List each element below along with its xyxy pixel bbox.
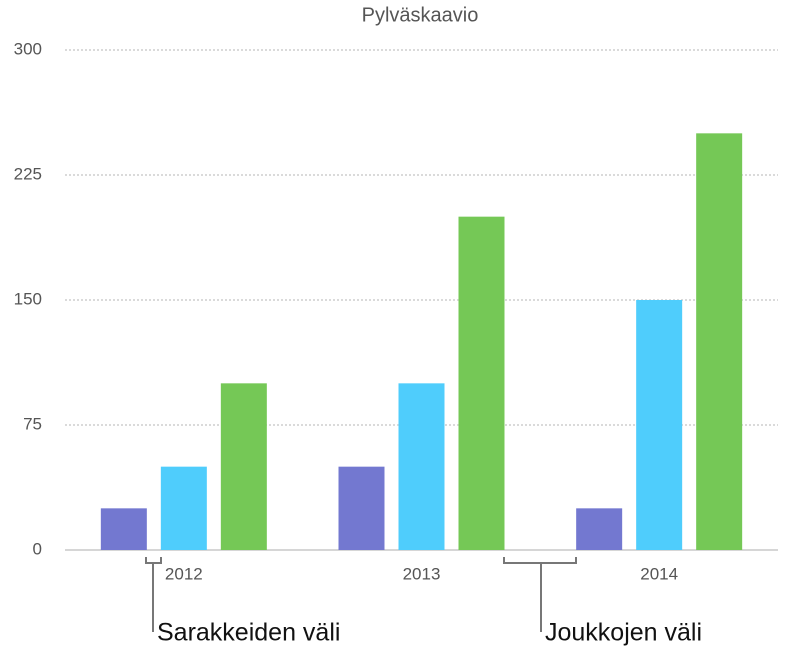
y-tick-label: 225 [14,164,42,183]
annotation: Joukkojen väli [545,619,702,647]
bar [636,300,683,550]
bar [458,216,505,550]
bracket [503,557,577,632]
bracket [145,557,162,632]
bar [398,383,445,550]
bar [160,466,207,550]
y-tick-label: 150 [14,289,42,308]
x-tick-label: 2014 [640,564,678,583]
y-tick-label: 300 [14,39,42,58]
x-tick-label: 2012 [165,564,203,583]
annotation: Sarakkeiden väli [157,619,340,647]
bar [338,466,385,550]
bar [696,133,743,551]
bar [220,383,267,550]
bar [100,508,147,550]
x-tick-label: 2013 [403,564,441,583]
y-tick-label: 0 [33,539,42,558]
bar [576,508,623,550]
y-tick-label: 75 [23,414,42,433]
chart-title: Pylväskaavio [362,4,479,26]
